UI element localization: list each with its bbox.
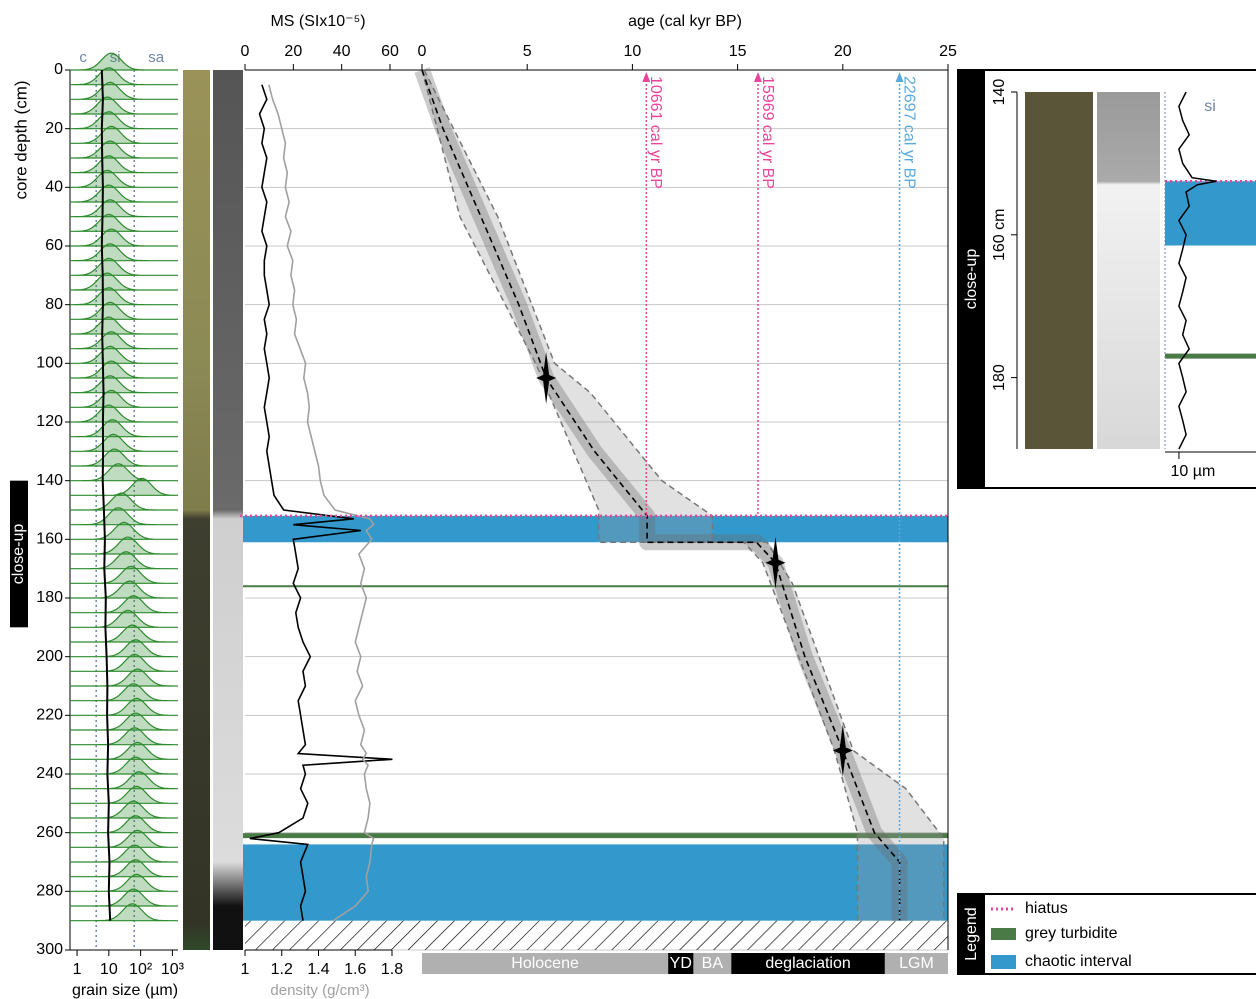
x-tick-label: 10² — [129, 961, 153, 978]
x2-tick-label: 1.8 — [381, 961, 403, 978]
x-tick-label: 10 — [624, 43, 642, 60]
legend-label: hiatus — [1025, 900, 1068, 917]
x2-tick-label: 1 — [241, 961, 250, 978]
x-tick-label: 10 — [100, 961, 118, 978]
legend-swatch — [991, 928, 1016, 940]
legend-label: grey turbidite — [1025, 925, 1118, 942]
x2-axis-title: density (g/cm³) — [270, 982, 369, 999]
y-tick-label: 140 — [36, 472, 63, 489]
x-tick-label: 40 — [333, 43, 351, 60]
chart: core depth (cm)0204060801001201401601802… — [0, 0, 1256, 999]
page: core depth (cm)0204060801001201401601802… — [0, 0, 1256, 999]
x-tick-label: 0 — [418, 43, 427, 60]
x-tick-label: 0 — [241, 43, 250, 60]
y-tick-label: 180 — [36, 589, 63, 606]
background-layer — [240, 70, 948, 950]
hatch-area — [245, 921, 948, 950]
y-tick-label: 40 — [45, 179, 63, 196]
y-tick-label: 160 — [36, 531, 63, 548]
y-tick-label: 80 — [45, 296, 63, 313]
class-label: c — [79, 49, 87, 66]
y-tick-label: 280 — [36, 883, 63, 900]
closeup-photo — [1025, 92, 1093, 449]
y-tick-label: 200 — [36, 648, 63, 665]
y-tick-label: 60 — [45, 237, 63, 254]
x-tick-label: 60 — [381, 43, 399, 60]
closeup-marker-label: close-up — [10, 524, 27, 585]
closeup-y-tick-label: 160 cm — [991, 209, 1008, 261]
period-label: deglaciation — [765, 955, 850, 972]
series-line — [250, 85, 393, 921]
x-tick-label: 20 — [834, 43, 852, 60]
y-tick-label: 100 — [36, 355, 63, 372]
x2-tick-label: 1.2 — [271, 961, 293, 978]
period-label: BA — [702, 955, 724, 972]
x-tick-label: 10³ — [161, 961, 185, 978]
chaotic-interval — [1165, 181, 1256, 245]
age-marker-label: 10661 cal yr BP — [647, 76, 664, 189]
y-tick-label: 300 — [36, 941, 63, 958]
age-marker-label: 15969 cal yr BP — [759, 76, 776, 189]
y-tick-label: 20 — [45, 120, 63, 137]
core-photo — [183, 70, 210, 950]
x2-tick-label: 1.4 — [307, 961, 329, 978]
x2-tick-label: 1.6 — [344, 961, 366, 978]
period-label: Holocene — [511, 955, 579, 972]
period-label: YD — [670, 955, 692, 972]
closeup-title: close-up — [963, 249, 980, 310]
closeup-x-tick-label: 10 µm — [1171, 463, 1216, 480]
x-axis-title: age (cal kyr BP) — [628, 13, 742, 30]
age-marker-label: 22697 cal yr BP — [900, 76, 917, 189]
x-tick-label: 5 — [523, 43, 532, 60]
y-tick-label: 240 — [36, 765, 63, 782]
x-axis-title: MS (SIx10⁻⁵) — [270, 13, 365, 30]
y-tick-label: 260 — [36, 824, 63, 841]
legend-label: chaotic interval — [1025, 953, 1132, 970]
class-label: si — [1204, 98, 1216, 115]
series-line — [269, 85, 374, 921]
core-xray — [213, 70, 243, 950]
x-tick-label: 1 — [73, 961, 82, 978]
x-tick-label: 25 — [939, 43, 957, 60]
y-tick-label: 0 — [54, 61, 63, 78]
closeup-y-tick-label: 140 — [991, 79, 1008, 106]
y-tick-label: 220 — [36, 707, 63, 724]
x-tick-label: 20 — [284, 43, 302, 60]
period-label: LGM — [899, 955, 934, 972]
chaotic-interval — [240, 844, 948, 920]
x-axis-title: grain size (µm) — [72, 982, 178, 999]
legend-swatch — [991, 955, 1016, 969]
closeup-y-tick-label: 180 — [991, 364, 1008, 391]
x-tick-label: 15 — [729, 43, 747, 60]
y-axis-title: core depth (cm) — [11, 80, 30, 199]
y-tick-label: 120 — [36, 413, 63, 430]
closeup-xray — [1097, 92, 1160, 449]
legend-title: Legend — [963, 907, 980, 960]
class-label: sa — [148, 49, 165, 66]
